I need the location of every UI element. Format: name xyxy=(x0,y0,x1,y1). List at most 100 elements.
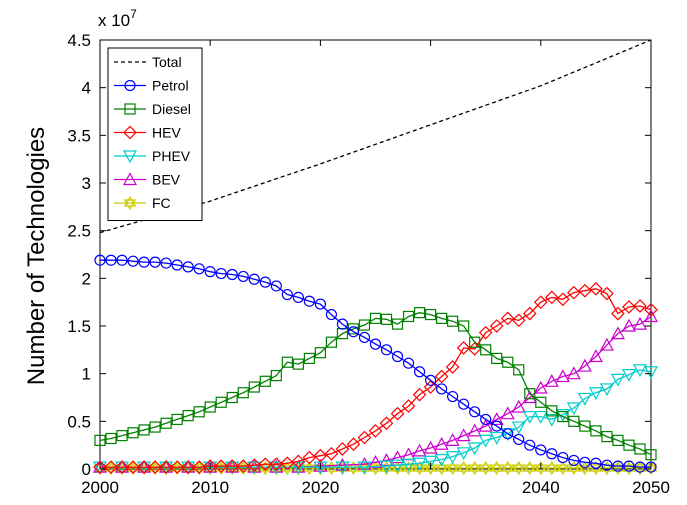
legend-label-bev: BEV xyxy=(152,172,181,188)
data-point-hev xyxy=(434,369,449,384)
data-point-petrol xyxy=(292,291,304,303)
data-point-hev xyxy=(412,387,427,402)
series-petrol xyxy=(94,254,657,473)
data-point-diesel xyxy=(248,381,260,393)
data-point-fc xyxy=(446,460,459,476)
data-point-bev xyxy=(632,316,647,330)
data-point-petrol xyxy=(413,366,426,378)
data-point-bev xyxy=(566,366,581,380)
data-point-petrol xyxy=(369,338,382,350)
y-axis-title: Number of Technologies xyxy=(23,127,50,385)
data-point-hev xyxy=(578,283,592,298)
legend: Total Petrol Diesel HEV PHEV BEV FC xyxy=(107,47,203,221)
data-point-diesel xyxy=(491,352,503,365)
x-tick-label: 2010 xyxy=(191,478,229,497)
data-point-hev xyxy=(335,442,350,456)
legend-marker-petrol xyxy=(124,79,136,92)
data-point-petrol xyxy=(402,357,415,369)
legend-item-petrol: Petrol xyxy=(114,78,189,94)
legend-label-phev: PHEV xyxy=(152,148,191,164)
data-point-hev xyxy=(567,285,581,300)
data-point-petrol xyxy=(491,420,503,432)
data-point-hev xyxy=(600,286,614,301)
data-point-petrol xyxy=(270,280,282,292)
data-point-bev xyxy=(588,349,603,363)
series-line-diesel xyxy=(99,312,652,456)
data-point-fc xyxy=(490,460,503,476)
series-line-total xyxy=(99,39,652,234)
data-point-hev xyxy=(137,460,151,474)
series-total xyxy=(99,39,652,234)
data-point-phev xyxy=(478,434,493,448)
data-point-hev xyxy=(258,457,273,472)
legend-item-diesel: Diesel xyxy=(114,101,191,117)
data-point-petrol xyxy=(557,451,569,464)
data-point-fc xyxy=(556,460,570,476)
data-point-hev xyxy=(346,437,361,452)
data-point-diesel xyxy=(149,421,161,433)
data-point-petrol xyxy=(347,326,360,338)
y-tick-label: 2.5 xyxy=(67,222,91,241)
data-point-petrol xyxy=(237,270,249,283)
data-point-petrol xyxy=(215,267,227,280)
data-point-petrol xyxy=(612,460,624,472)
series-bev xyxy=(92,309,659,473)
data-point-bev xyxy=(313,458,328,472)
x-tick-label: 2000 xyxy=(81,478,119,497)
y-tick-label: 3.5 xyxy=(67,126,91,145)
data-point-diesel xyxy=(358,319,371,331)
plot-frame xyxy=(99,39,652,470)
data-point-hev xyxy=(423,380,438,394)
data-point-bev xyxy=(379,453,394,467)
data-point-petrol xyxy=(623,460,635,472)
y-tick-label: 1.5 xyxy=(67,317,91,336)
data-point-phev xyxy=(467,442,482,456)
data-point-diesel xyxy=(502,356,514,368)
data-point-petrol xyxy=(204,266,216,278)
data-point-petrol xyxy=(193,263,205,275)
data-point-petrol xyxy=(535,444,547,456)
data-point-hev xyxy=(368,424,383,438)
data-point-hev xyxy=(236,459,251,473)
data-point-petrol xyxy=(645,461,657,473)
series-layer xyxy=(92,39,659,476)
data-point-petrol xyxy=(513,433,525,446)
data-point-petrol xyxy=(480,413,492,426)
data-point-hev xyxy=(115,460,129,474)
data-point-bev xyxy=(577,358,592,372)
data-point-diesel xyxy=(116,430,128,442)
data-point-phev xyxy=(544,413,559,427)
data-point-bev xyxy=(423,440,438,454)
data-point-diesel xyxy=(237,387,249,399)
data-point-diesel xyxy=(369,312,382,324)
data-point-fc xyxy=(479,460,492,476)
data-point-bev xyxy=(621,318,636,332)
data-point-hev xyxy=(203,459,218,473)
data-point-diesel xyxy=(413,307,426,319)
data-point-hev xyxy=(401,399,416,413)
data-point-petrol xyxy=(524,439,536,451)
data-point-hev xyxy=(313,448,328,463)
data-point-fc xyxy=(468,460,481,476)
data-point-bev xyxy=(599,337,614,351)
data-point-diesel xyxy=(557,410,569,423)
data-point-petrol xyxy=(259,276,271,288)
data-point-phev xyxy=(643,366,659,380)
data-point-phev xyxy=(533,410,548,424)
data-point-phev xyxy=(291,461,306,475)
data-point-phev xyxy=(434,453,449,467)
data-point-fc xyxy=(589,460,603,476)
data-point-petrol xyxy=(325,308,338,321)
data-point-diesel xyxy=(182,410,194,422)
data-point-phev xyxy=(566,402,581,416)
data-point-hev xyxy=(324,446,339,461)
data-point-diesel xyxy=(535,396,547,408)
data-point-phev xyxy=(379,460,394,474)
data-point-diesel xyxy=(160,417,172,429)
data-point-hev xyxy=(379,416,394,431)
data-point-petrol xyxy=(546,448,558,460)
data-point-fc xyxy=(413,460,426,476)
data-point-diesel xyxy=(259,375,271,387)
data-point-phev xyxy=(610,373,625,387)
